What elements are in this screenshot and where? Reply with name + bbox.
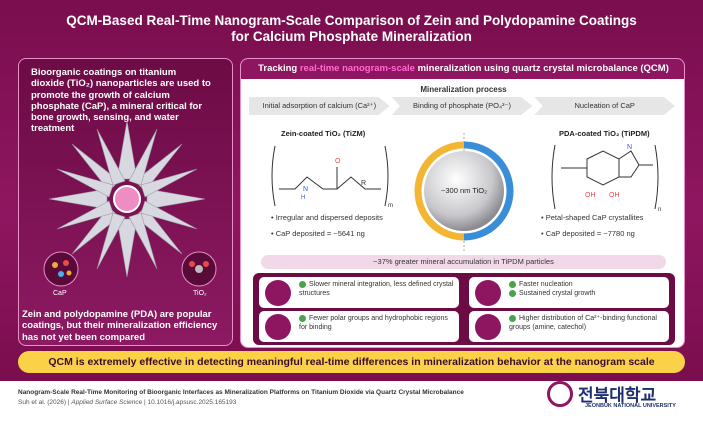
sphere-label: ~300 nm TiO₂ bbox=[440, 186, 488, 195]
crystal-icon bbox=[475, 280, 501, 306]
left-intro-text: Bioorganic coatings on titanium dioxide … bbox=[31, 67, 211, 135]
pda-bullet-2: • CaP deposited = ~7780 ng bbox=[541, 229, 635, 238]
pda-structure-icon: N OH OH n bbox=[551, 144, 661, 213]
university-seal-icon bbox=[547, 381, 573, 407]
tio2-label: TiO₂ bbox=[193, 290, 207, 297]
pda-bullet-1: • Petal-shaped CaP crystallites bbox=[541, 213, 644, 222]
citation-title: Nanogram-Scale Real-Time Monitoring of B… bbox=[18, 389, 464, 396]
process-stages: Initial adsorption of calcium (Ca²⁺) Bin… bbox=[249, 97, 677, 115]
right-panel: Tracking real-time nanogram-scale minera… bbox=[240, 58, 685, 348]
check-icon bbox=[299, 280, 306, 288]
check-icon bbox=[509, 289, 516, 297]
svg-text:N: N bbox=[303, 186, 308, 193]
cap-label: CaP bbox=[53, 290, 67, 297]
stage-calcium: Initial adsorption of calcium (Ca²⁺) bbox=[249, 97, 390, 115]
citation-details: Suh et al. (2026) | Applied Surface Scie… bbox=[18, 399, 237, 406]
left-panel: Bioorganic coatings on titanium dioxide … bbox=[18, 58, 233, 346]
crystal-icon bbox=[265, 280, 291, 306]
conclusion-banner: QCM is extremely effective in detecting … bbox=[18, 351, 685, 373]
stage-nucleation: Nucleation of CaP bbox=[534, 97, 676, 115]
check-icon bbox=[509, 314, 516, 322]
molecule-icon bbox=[265, 314, 291, 340]
svg-text:N: N bbox=[627, 144, 632, 151]
stage-phosphate: Binding of phosphate (PO₄³⁻) bbox=[391, 97, 533, 115]
comparison-cards: Slower mineral integration, less defined… bbox=[253, 273, 675, 345]
zein-bullet-2: • CaP deposited = ~5641 ng bbox=[271, 229, 365, 238]
pda-label: PDA-coated TiO₂ (TiPDM) bbox=[559, 129, 650, 138]
card-zein-growth: Slower mineral integration, less defined… bbox=[259, 277, 459, 308]
svg-text:OH: OH bbox=[585, 192, 596, 199]
zein-structure-icon: O H N R m bbox=[271, 145, 393, 209]
svg-text:R: R bbox=[361, 180, 366, 187]
svg-text:H: H bbox=[301, 195, 305, 201]
check-icon bbox=[509, 280, 516, 288]
process-title: Mineralization process bbox=[420, 85, 507, 94]
tracking-header: Tracking real-time nanogram-scale minera… bbox=[241, 59, 684, 79]
molecule-icon bbox=[475, 314, 501, 340]
svg-text:O: O bbox=[335, 158, 341, 165]
cap-molecule-icon bbox=[43, 251, 79, 287]
university-name-kr: 전북대학교 bbox=[578, 386, 657, 405]
tio2-sphere-illustration bbox=[414, 133, 514, 253]
poster: QCM-Based Real-Time Nanogram-Scale Compa… bbox=[0, 0, 703, 381]
card-zein-binding: Fewer polar groups and hydrophobic regio… bbox=[259, 311, 459, 342]
card-pda-growth: Faster nucleation Sustained crystal grow… bbox=[469, 277, 669, 308]
card-pda-binding: Higher distribution of Ca²⁺-binding func… bbox=[469, 311, 669, 342]
crystal-flower-icon bbox=[48, 120, 206, 278]
zein-label: Zein-coated TiO₂ (TiZM) bbox=[281, 129, 366, 138]
svg-text:OH: OH bbox=[609, 192, 620, 199]
check-icon bbox=[299, 314, 306, 322]
svg-text:m: m bbox=[388, 203, 393, 209]
poster-title: QCM-Based Real-Time Nanogram-Scale Compa… bbox=[66, 13, 637, 44]
left-conclusion-text: Zein and polydopamine (PDA) are popular … bbox=[22, 309, 218, 343]
zein-bullet-1: • Irregular and dispersed deposits bbox=[271, 213, 383, 222]
accumulation-note: ~37% greater mineral accumulation in TiP… bbox=[261, 255, 666, 269]
university-name-en: JEONBUK NATIONAL UNIVERSITY bbox=[585, 403, 676, 409]
svg-text:n: n bbox=[658, 207, 661, 213]
nanoparticle-illustration bbox=[43, 120, 217, 287]
tio2-molecule-icon bbox=[181, 251, 217, 287]
